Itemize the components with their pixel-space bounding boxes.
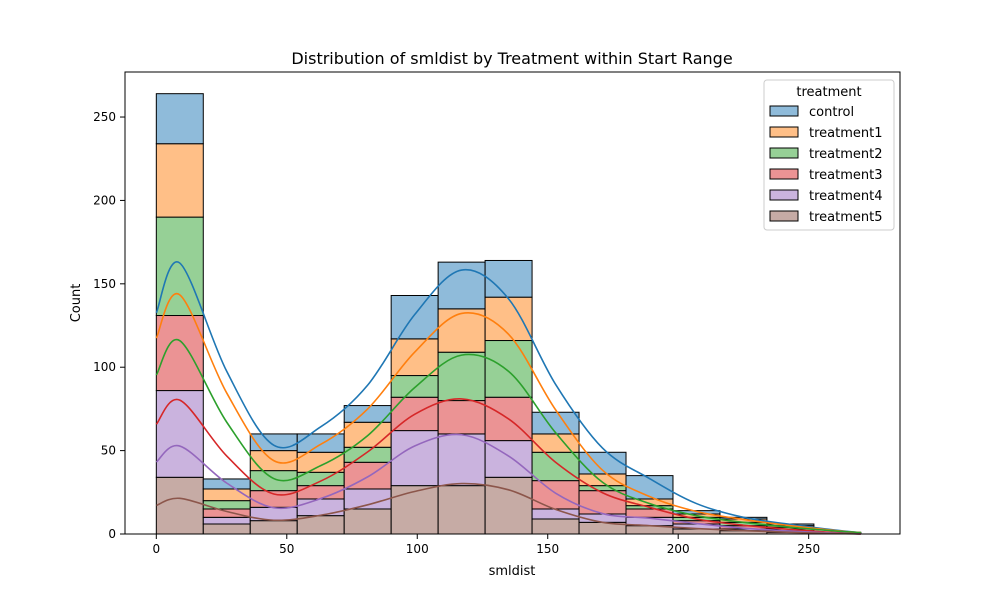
legend-label-treatment3: treatment3	[809, 168, 883, 183]
bar-treatment3-bin-0	[155, 315, 204, 392]
bar-treatment5-bin-0	[155, 476, 204, 535]
legend-title: treatment	[796, 85, 861, 100]
legend-swatch-treatment1	[769, 126, 799, 138]
bar-treatment1-bin-8	[531, 433, 580, 453]
legend-swatch-treatment5	[769, 210, 799, 222]
x-axis-label: smldist	[489, 564, 536, 579]
legend-label-control: control	[809, 105, 854, 120]
bar-treatment1-bin-5	[390, 338, 439, 377]
bar-treatment5-bin-5	[390, 485, 439, 535]
kde-line-treatment1	[155, 292, 861, 534]
bar-treatment4-bin-0	[155, 390, 204, 478]
y-tick-label: 100	[93, 360, 116, 374]
bar-treatment3-bin-8	[531, 480, 580, 510]
legend-swatch-treatment2	[769, 147, 799, 159]
y-tick-label: 250	[93, 110, 116, 124]
x-tick-label: 150	[536, 542, 559, 556]
y-tick-label: 150	[93, 277, 116, 291]
bar-treatment5-bin-4	[343, 508, 392, 535]
bar-control-bin-7	[484, 259, 533, 298]
bar-control-bin-3	[296, 433, 345, 453]
legend-label-treatment2: treatment2	[809, 147, 883, 162]
y-tick-label: 0	[108, 527, 116, 541]
x-tick-label: 50	[279, 542, 294, 556]
x-tick-label: 0	[152, 542, 160, 556]
y-tick-label: 200	[93, 193, 116, 207]
bar-treatment1-bin-6	[437, 308, 486, 353]
kde-line-control	[155, 261, 861, 534]
y-axis-label: Count	[69, 284, 84, 323]
legend-label-treatment5: treatment5	[809, 210, 883, 225]
bar-control-bin-2	[249, 433, 298, 452]
bar-control-bin-6	[437, 261, 486, 310]
legend-swatch-treatment4	[769, 189, 799, 201]
bar-treatment4-bin-4	[343, 488, 392, 510]
bar-control-bin-8	[531, 411, 580, 435]
bar-treatment3-bin-10	[625, 508, 674, 518]
bar-treatment3-bin-9	[578, 490, 627, 515]
bar-treatment5-bin-1	[202, 523, 251, 535]
y-axis: 0 50 100 150 200 250	[93, 110, 125, 541]
bar-treatment3-bin-6	[437, 400, 486, 435]
legend-label-treatment4: treatment4	[809, 189, 883, 204]
bar-treatment2-bin-1	[202, 500, 251, 510]
bar-control-bin-5	[390, 294, 439, 340]
bar-treatment2-bin-7	[484, 340, 533, 398]
legend: treatment control treatment1 treatment2 trea…	[763, 79, 895, 231]
bar-treatment2-bin-8	[531, 451, 580, 482]
x-tick-label: 100	[406, 542, 429, 556]
kde-line-treatment4	[155, 433, 861, 535]
y-tick-label: 50	[101, 444, 116, 458]
bar-treatment4-bin-3	[296, 498, 345, 517]
bar-treatment5-bin-6	[437, 485, 486, 535]
kde-line-treatment3	[155, 398, 861, 535]
bar-control-bin-10	[625, 475, 674, 500]
legend-swatch-control	[769, 105, 799, 117]
bar-control-bin-0	[155, 93, 204, 145]
chart-title: Distribution of smldist by Treatment wit…	[291, 49, 732, 68]
bar-treatment2-bin-0	[155, 216, 204, 317]
bar-treatment2-bin-5	[390, 375, 439, 398]
bar-treatment5-bin-8	[531, 518, 580, 535]
bar-control-bin-11	[672, 510, 721, 515]
bar-treatment2-bin-4	[343, 446, 392, 463]
x-tick-label: 250	[797, 542, 820, 556]
bar-treatment2-bin-9	[578, 485, 627, 492]
legend-label-treatment1: treatment1	[809, 126, 883, 141]
kde-curves	[155, 261, 861, 535]
legend-swatch-treatment3	[769, 168, 799, 180]
bar-treatment2-bin-6	[437, 351, 486, 402]
bar-treatment4-bin-1	[202, 516, 251, 525]
bar-treatment1-bin-0	[155, 143, 204, 218]
bar-treatment4-bin-6	[437, 433, 486, 487]
kde-line-treatment5	[156, 482, 861, 535]
plot-frame	[124, 71, 901, 535]
kde-line-treatment2	[155, 338, 861, 534]
x-axis: 0 50 100 150 200 250	[152, 534, 820, 556]
bar-treatment5-bin-2	[249, 520, 298, 535]
x-tick-label: 200	[667, 542, 690, 556]
